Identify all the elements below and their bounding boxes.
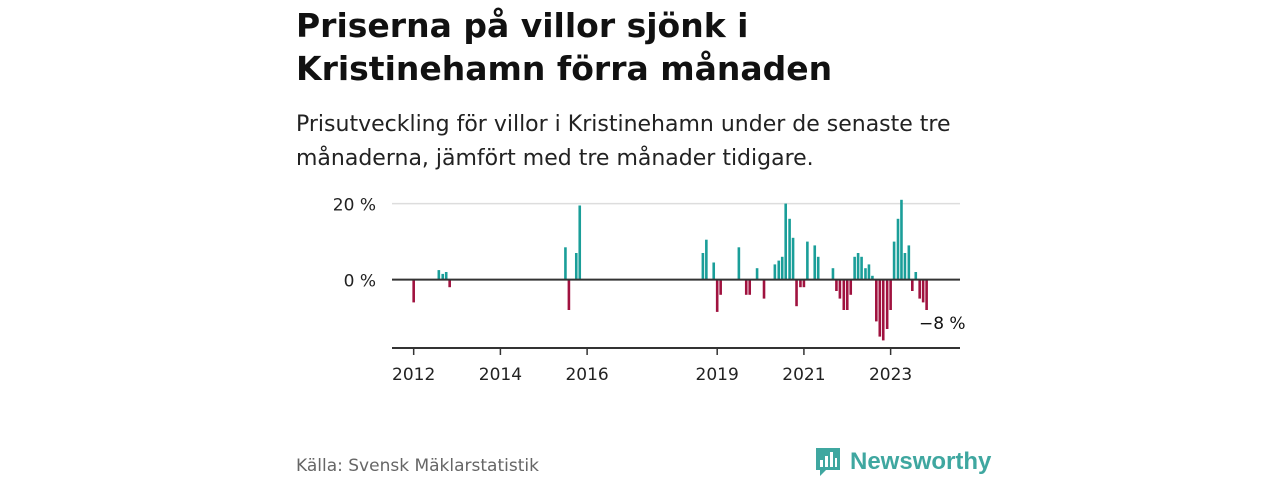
- source-note: Källa: Svensk Mäklarstatistik: [296, 456, 539, 476]
- x-tick-label: 2016: [565, 365, 608, 385]
- bar: [816, 256, 820, 280]
- bar-layer: [412, 199, 928, 341]
- bar: [911, 279, 914, 291]
- brand[interactable]: Newsworthy: [814, 446, 991, 478]
- bar: [755, 268, 759, 280]
- bar: [788, 218, 791, 280]
- bar: [842, 279, 846, 310]
- bar: [444, 272, 448, 280]
- bar: [925, 279, 928, 310]
- x-tick-label: 2019: [696, 365, 739, 385]
- bar: [715, 279, 719, 312]
- bar: [914, 272, 918, 280]
- bar: [712, 262, 716, 280]
- bar: [802, 279, 806, 288]
- bar: [903, 253, 907, 280]
- bar: [777, 260, 781, 280]
- bar: [853, 256, 856, 280]
- chart-title: Priserna på villor sjönk i Kristinehamn …: [296, 6, 833, 88]
- bar: [871, 275, 874, 280]
- y-tick-label: 20 %: [333, 196, 376, 216]
- brand-name: Newsworthy: [850, 448, 992, 475]
- bar: [567, 279, 571, 310]
- bar: [875, 279, 878, 322]
- bar: [900, 199, 903, 280]
- bar: [838, 279, 842, 299]
- bar: [705, 239, 708, 280]
- bar: [748, 279, 752, 295]
- bar: [856, 253, 860, 280]
- bar: [881, 279, 885, 341]
- bar: [867, 264, 871, 280]
- bar: [437, 270, 441, 280]
- x-tick-label: 2023: [869, 365, 912, 385]
- bar: [578, 205, 582, 280]
- axis-layer: 0 % 20 % 2012 2014 2016 2019 2021 2023 −8 %: [333, 196, 966, 385]
- bar: [896, 218, 900, 280]
- newsworthy-logo-icon: [816, 448, 840, 476]
- bar: [878, 279, 882, 337]
- bar: [835, 279, 838, 291]
- bar: [737, 247, 741, 280]
- bar: [864, 268, 867, 280]
- bar: [791, 237, 795, 280]
- bar: [845, 279, 849, 310]
- bar: [744, 279, 748, 295]
- last-value-annotation: −8 %: [919, 314, 966, 334]
- x-tick-label: 2021: [782, 365, 825, 385]
- bar: [448, 279, 451, 288]
- x-tick-label: 2012: [392, 365, 435, 385]
- bar: [574, 253, 578, 280]
- bar: [889, 279, 892, 310]
- bar: [701, 253, 705, 280]
- bar: [921, 279, 925, 303]
- bar: [780, 256, 784, 280]
- y-tick-label: 0 %: [344, 272, 376, 292]
- bar: [773, 264, 777, 280]
- bar: [885, 279, 889, 329]
- bar: [795, 279, 798, 307]
- chart-subtitle: Prisutveckling för villor i Kristinehamn…: [296, 112, 951, 171]
- bar: [892, 241, 896, 280]
- bar: [564, 247, 567, 280]
- bar: [918, 279, 921, 299]
- bar: [412, 279, 415, 303]
- x-tick-label: 2014: [479, 365, 522, 385]
- bar: [441, 273, 445, 280]
- bar: [806, 241, 809, 280]
- bar: [849, 279, 853, 295]
- bar: [719, 279, 722, 295]
- bar: [831, 268, 835, 280]
- bar: [799, 279, 802, 288]
- bar: [860, 256, 863, 280]
- bar: [813, 245, 817, 280]
- bar: [907, 245, 911, 280]
- bar: [784, 203, 787, 280]
- bar: [762, 279, 766, 299]
